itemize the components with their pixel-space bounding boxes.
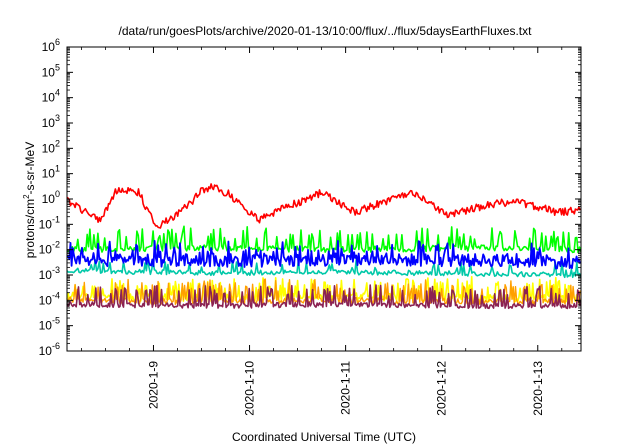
y-tick-label: 105 bbox=[42, 62, 60, 79]
y-axis: 10-6 10-5 10-4 10-3 10-2 10-1 100 101 102 103 104 1… bbox=[39, 37, 581, 358]
series-line-2 bbox=[66, 225, 582, 254]
y-tick-label: 10-5 bbox=[39, 316, 60, 333]
y-tick-label: 102 bbox=[42, 138, 60, 155]
x-tick-label: 2020-1-12 bbox=[435, 361, 449, 416]
y-tick-label: 10-3 bbox=[39, 265, 60, 282]
series-line-1 bbox=[66, 183, 581, 229]
y-tick-label: 103 bbox=[42, 113, 60, 130]
y-axis-label: protons/cm2-s-sr-MeV bbox=[22, 142, 37, 258]
y-tick-label: 10-1 bbox=[39, 214, 60, 231]
y-tick-label: 10-2 bbox=[39, 240, 60, 257]
series-line-7 bbox=[66, 284, 581, 310]
series-line-4 bbox=[66, 239, 581, 270]
x-axis-label: Coordinated Universal Time (UTC) bbox=[232, 430, 416, 444]
y-tick-label: 10-6 bbox=[39, 341, 60, 358]
x-axis: 2020-1-9 2020-1-10 2020-1-11 2020-1-12 2020-… bbox=[81, 47, 563, 416]
chart-title: /data/run/goesPlots/archive/2020-01-13/1… bbox=[119, 24, 533, 38]
x-tick-label: 2020-1-10 bbox=[243, 361, 257, 416]
y-tick-label: 100 bbox=[42, 189, 60, 206]
plot-series bbox=[66, 183, 582, 310]
y-tick-label: 10-4 bbox=[39, 290, 60, 307]
y-tick-label: 104 bbox=[42, 88, 60, 105]
x-tick-label: 2020-1-9 bbox=[146, 361, 160, 409]
y-tick-label: 106 bbox=[42, 37, 60, 54]
x-tick-label: 2020-1-13 bbox=[531, 361, 545, 416]
y-tick-label: 101 bbox=[42, 164, 60, 181]
x-tick-label: 2020-1-11 bbox=[339, 361, 353, 415]
